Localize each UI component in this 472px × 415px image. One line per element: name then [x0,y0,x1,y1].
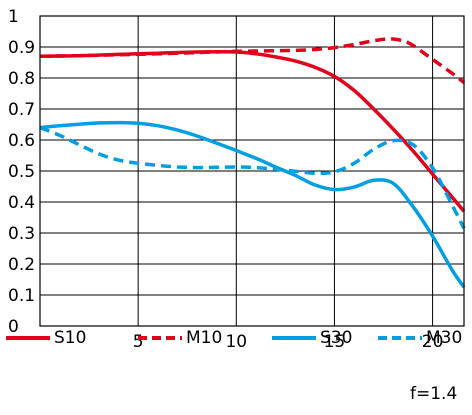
legend-label-m30: M30 [426,328,463,348]
series-line-s10 [39,50,466,213]
y-tick-label: 0.1 [8,286,35,306]
y-tick-label: 0.9 [8,38,35,58]
y-tick-label: 1 [8,7,19,27]
grid [40,16,464,326]
y-tick-label: 0.5 [8,162,35,182]
x-tick-label: 5 [133,332,144,352]
y-tick-label: 0.8 [8,69,35,89]
y-tick-labels: 0 0.1 0.2 0.3 0.4 0.5 0.6 0.7 0.8 0.9 1 [8,7,35,337]
aperture-annotation: f=1.4 [410,384,458,404]
x-tick-label: 20 [422,332,444,352]
series-line-m10 [39,37,466,84]
y-tick-label: 0.2 [8,255,35,275]
y-tick-label: 0.3 [8,224,35,244]
series-line-m30 [39,125,466,230]
y-tick-label: 0 [8,317,19,337]
legend-label-s30: S30 [320,328,353,348]
legend-swatch-s30 [272,336,316,340]
x-tick-label: 10 [225,332,247,352]
series-lines [39,37,466,289]
y-tick-label: 0.4 [8,193,35,213]
legend: S10 M10 S30 M30 [0,326,472,356]
legend-swatch-m10 [138,336,182,340]
y-tick-label: 0.7 [8,100,35,120]
x-tick-labels: 5 10 15 20 [133,332,444,352]
legend-swatch-s10 [6,336,50,340]
series-line-s30 [39,120,466,289]
plot-frame [39,15,465,327]
legend-swatch-m30 [378,336,422,340]
legend-label-m10: M10 [186,328,223,348]
legend-label-s10: S10 [54,328,87,348]
y-tick-label: 0.6 [8,131,35,151]
x-tick-label: 15 [324,332,346,352]
